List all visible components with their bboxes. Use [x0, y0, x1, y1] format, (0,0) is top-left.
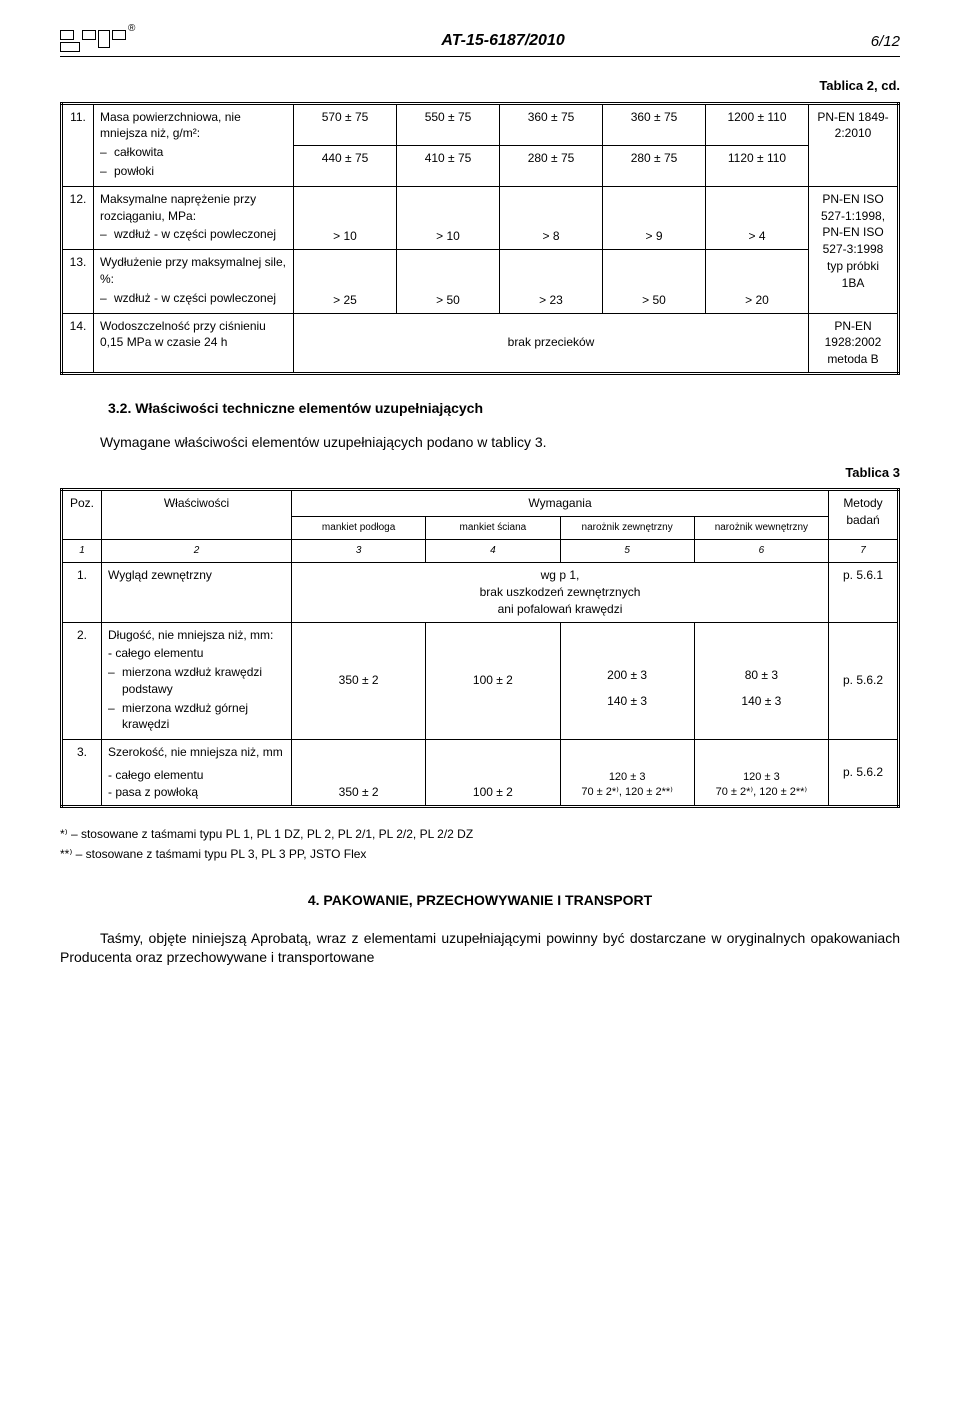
footnote-2: **⁾ – stosowane z taśmami typu PL 3, PL …	[60, 846, 900, 863]
table-row: 3. Szerokość, nie mniejsza niż, mm - cał…	[62, 740, 899, 806]
doc-id: AT-15-6187/2010	[441, 30, 564, 52]
table-header-row: Poz. Właściwości Wymagania Metody badań	[62, 490, 899, 517]
footnote-1: *⁾ – stosowane z taśmami typu PL 1, PL 1…	[60, 826, 900, 843]
row-label: Maksymalne naprężenie przy rozciąganiu, …	[94, 186, 294, 249]
page-number: 6/12	[871, 31, 900, 52]
row-num: 14.	[62, 313, 94, 373]
table-row: 11. Masa powierzchniowa, nie mniejsza ni…	[62, 103, 899, 145]
row-num: 12.	[62, 186, 94, 249]
row-label: Wydłużenie przy maksymalnej sile, %: wzd…	[94, 250, 294, 313]
row-label: Masa powierzchniowa, nie mniejsza niż, g…	[94, 103, 294, 186]
method-ref: PN-EN ISO 527-1:1998, PN-EN ISO 527-3:19…	[809, 186, 899, 313]
section-3-2-heading: 3.2. Właściwości techniczne elementów uz…	[108, 399, 900, 419]
table2-caption: Tablica 2, cd.	[60, 77, 900, 95]
method-ref: PN-EN 1928:2002 metoda B	[809, 313, 899, 373]
table3-caption: Tablica 3	[60, 464, 900, 482]
section-3-2-para: Wymagane właściwości elementów uzupełnia…	[60, 433, 900, 453]
table-3: Poz. Właściwości Wymagania Metody badań …	[60, 488, 900, 807]
table-row: 13. Wydłużenie przy maksymalnej sile, %:…	[62, 250, 899, 313]
row-num: 13.	[62, 250, 94, 313]
section-4-heading: 4. PAKOWANIE, PRZECHOWYWANIE I TRANSPORT	[60, 891, 900, 911]
section-4-para: Taśmy, objęte niniejszą Aprobatą, wraz z…	[60, 929, 900, 968]
page-header: ® AT-15-6187/2010 6/12	[60, 30, 900, 57]
row-label: Wodoszczelność przy ciśnieniu 0,15 MPa w…	[94, 313, 294, 373]
table-row: 2. Długość, nie mniejsza niż, mm: - całe…	[62, 622, 899, 740]
method-ref: PN-EN 1849-2:2010	[809, 103, 899, 186]
footnotes: *⁾ – stosowane z taśmami typu PL 1, PL 1…	[60, 826, 900, 864]
table-2: 11. Masa powierzchniowa, nie mniejsza ni…	[60, 102, 900, 375]
table-row: 1. Wygląd zewnętrzny wg p 1, brak uszkod…	[62, 563, 899, 622]
row-num: 11.	[62, 103, 94, 186]
registered-icon: ®	[128, 22, 135, 36]
table-num-row: 1 2 3 4 5 6 7	[62, 540, 899, 563]
table-row: 14. Wodoszczelność przy ciśnieniu 0,15 M…	[62, 313, 899, 373]
logo: ®	[60, 30, 135, 52]
table-row: 12. Maksymalne naprężenie przy rozciągan…	[62, 186, 899, 249]
